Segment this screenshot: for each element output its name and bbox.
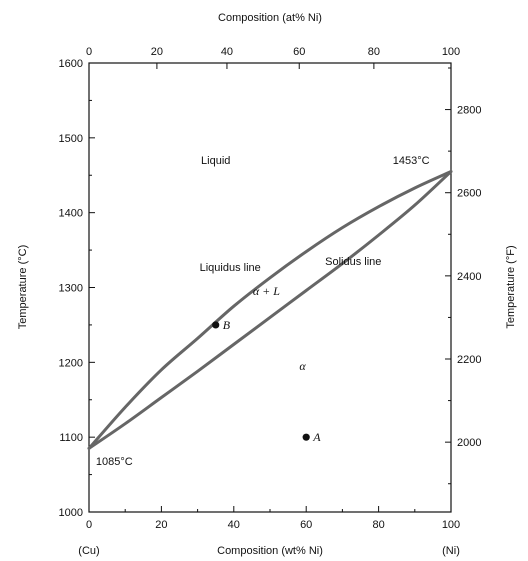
x-tick-label: 100 (442, 519, 460, 531)
point-b-marker (212, 321, 220, 329)
cu-end-label: (Cu) (78, 545, 99, 557)
y-tick-label: 1100 (59, 432, 83, 444)
ni-end-label: (Ni) (442, 545, 460, 557)
annotation-alpha-plus-l: α + L (253, 284, 280, 298)
y-tick-label: 1300 (59, 283, 83, 295)
annotation-liquid: Liquid (201, 155, 230, 167)
x-tick-label: 80 (372, 519, 384, 531)
axis-tick-labels: 0 20 40 60 80 1000 20 40 60 80 1001000110012001300… (59, 46, 482, 531)
right-y-tick-label: 2000 (457, 437, 481, 449)
right-y-axis-title: Temperature (°F) (505, 245, 517, 328)
right-y-tick-label: 2400 (457, 271, 481, 283)
region-annotations: Liquid 1453°C Liquidus line Solidus line α +… (96, 155, 430, 468)
y-tick-label: 1500 (59, 133, 83, 145)
annotation-1085degc: 1085°C (96, 456, 133, 468)
right-y-tick-label: 2800 (457, 105, 481, 117)
top-x-tick-label: 80 (368, 46, 380, 58)
y-tick-label: 1200 (59, 357, 83, 369)
point-a-label: A (312, 430, 321, 444)
x-tick-label: 60 (300, 519, 312, 531)
x-tick-label: 20 (155, 519, 167, 531)
y-tick-label: 1000 (59, 507, 83, 519)
annotation-solidus-line: Solidus line (325, 256, 381, 268)
point-a-marker (302, 433, 310, 441)
right-y-tick-label: 2200 (457, 354, 481, 366)
top-x-tick-label: 60 (293, 46, 305, 58)
right-y-tick-label: 2600 (457, 188, 481, 200)
top-x-tick-label: 40 (221, 46, 233, 58)
top-x-tick-label: 20 (151, 46, 163, 58)
annotation-liquidus-line: Liquidus line (200, 262, 261, 274)
top-x-tick-label: 100 (442, 46, 460, 58)
phase-boundaries (87, 170, 453, 450)
liquidus-line-curve (87, 170, 453, 450)
point-b-label: B (223, 318, 231, 332)
bottom-x-axis-title: Composition (wt% Ni) (217, 545, 323, 557)
top-x-tick-label: 0 (86, 46, 92, 58)
solidus-line-curve (87, 170, 453, 450)
x-tick-label: 0 (86, 519, 92, 531)
y-tick-label: 1400 (59, 208, 83, 220)
left-y-axis-title: Temperature (°C) (17, 245, 29, 329)
top-x-axis-title: Composition (at% Ni) (218, 12, 322, 24)
annotation-alpha: α (299, 359, 306, 373)
annotation-1453degc: 1453°C (393, 155, 430, 167)
x-tick-label: 40 (228, 519, 240, 531)
axis-ticks (88, 62, 452, 513)
y-tick-label: 1600 (59, 58, 83, 70)
composition-points: BA (212, 318, 321, 444)
